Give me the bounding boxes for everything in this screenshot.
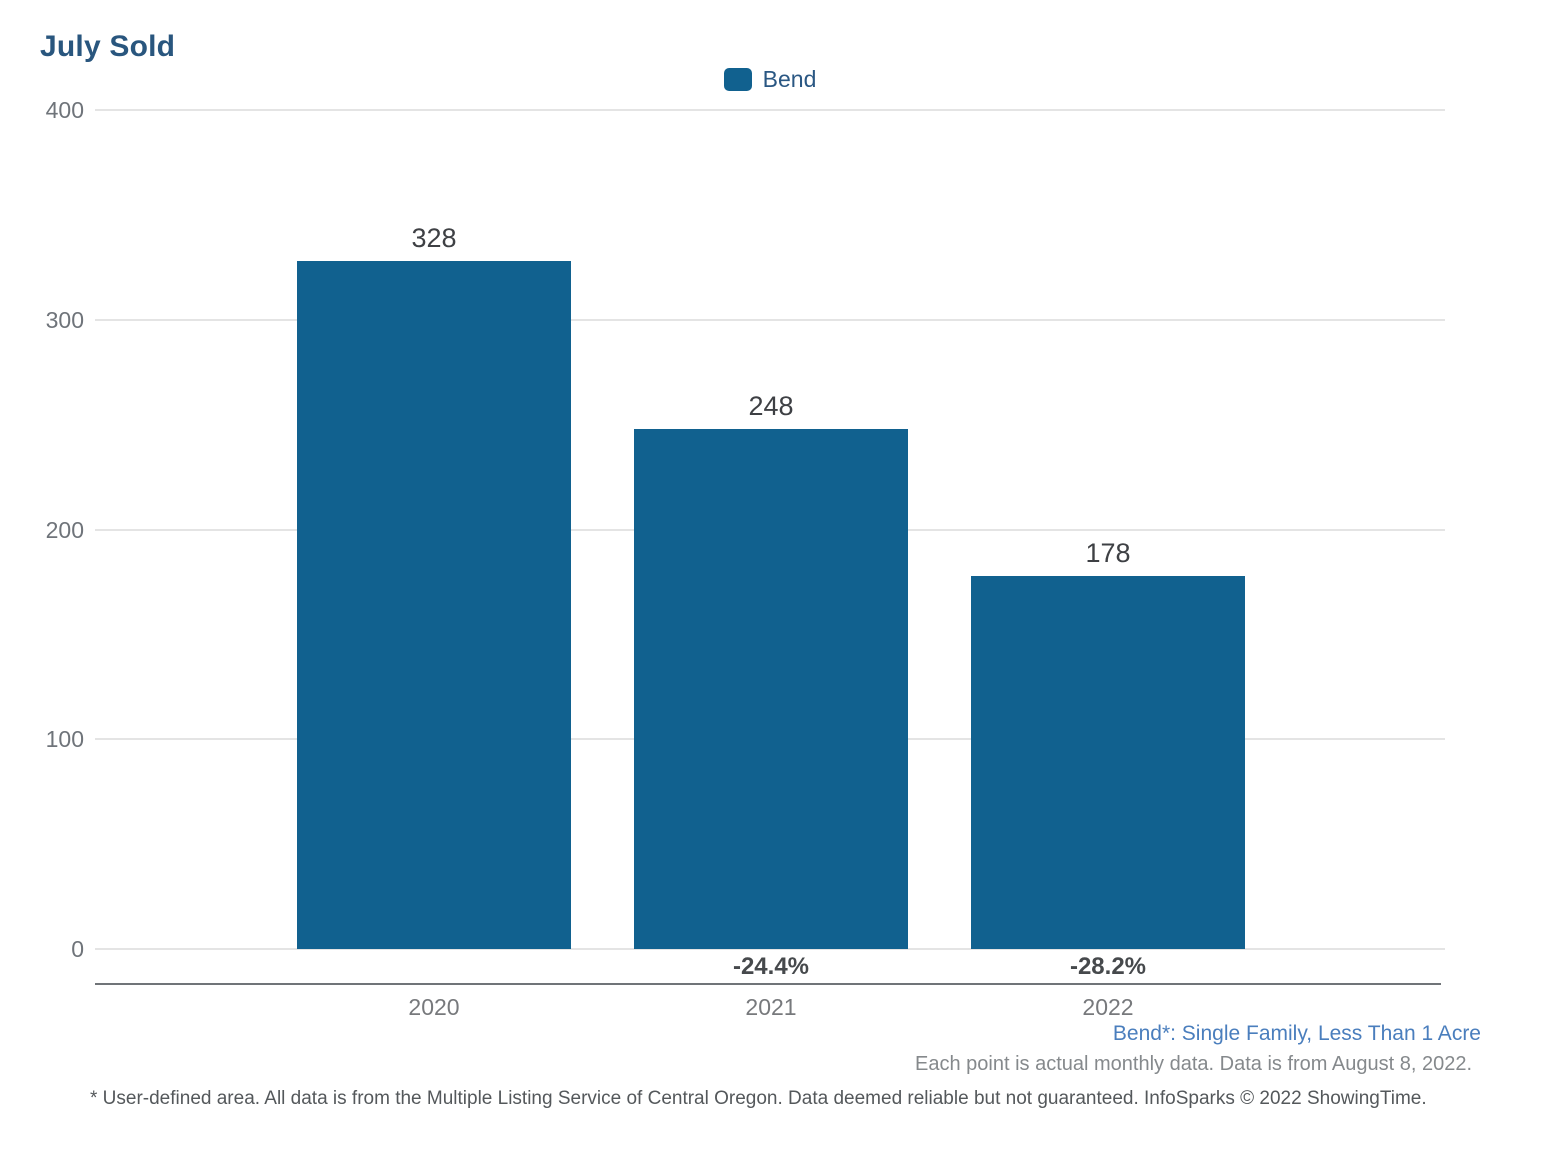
x-axis-tick-label: 2022 — [1082, 994, 1134, 1020]
bar-group-2022: 178 — [971, 110, 1245, 949]
data-source-note: Each point is actual monthly data. Data … — [915, 1053, 1472, 1075]
x-axis-tick-label: 2021 — [745, 994, 797, 1020]
gridline-0 — [95, 948, 1445, 950]
bar[interactable] — [297, 261, 571, 949]
bar-value-label: 328 — [411, 223, 457, 254]
y-axis-tick-label: 400 — [45, 97, 84, 123]
bar-value-label: 248 — [748, 390, 794, 421]
y-axis-tick-label: 200 — [45, 517, 84, 543]
legend[interactable]: Bend — [95, 66, 1445, 93]
series-definition-note: Bend*: Single Family, Less Than 1 Acre — [1112, 1022, 1481, 1045]
y-axis-tick-label: 300 — [45, 307, 84, 333]
gridline-300 — [95, 319, 1445, 321]
bar-group-2020: 328 — [297, 110, 571, 949]
disclaimer-text: * User-defined area. All data is from th… — [90, 1088, 1427, 1109]
gridline-400 — [95, 109, 1445, 111]
legend-label-bend[interactable]: Bend — [762, 66, 817, 92]
pct-change-label-2021: -24.4% — [732, 953, 810, 980]
bar-group-2021: 248 — [634, 110, 908, 949]
legend-swatch-bend[interactable] — [723, 68, 752, 91]
y-axis-tick-label: 0 — [71, 936, 84, 962]
bar[interactable] — [971, 575, 1245, 949]
y-axis-tick-label: 100 — [45, 726, 84, 752]
x-axis-tick-label: 2020 — [408, 994, 460, 1020]
x-axis-line — [95, 983, 1441, 985]
bar-value-label: 178 — [1085, 537, 1131, 568]
chart-title: July Sold — [40, 30, 176, 63]
plot-area: 328 248 178 — [95, 109, 1445, 950]
bar[interactable] — [634, 428, 908, 949]
pct-change-label-2022: -28.2% — [1069, 953, 1147, 980]
